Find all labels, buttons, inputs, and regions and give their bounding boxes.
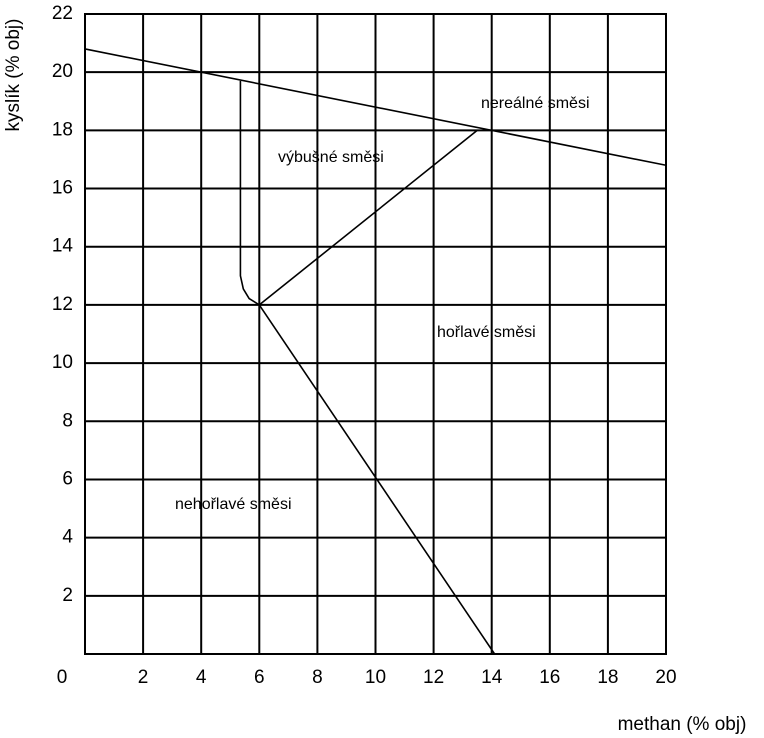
x-tick-label: 20 xyxy=(655,667,676,688)
y-tick-label: 14 xyxy=(52,236,74,257)
y-tick-label: 12 xyxy=(52,294,73,315)
x-tick-label: 14 xyxy=(481,667,503,688)
line xyxy=(239,80,260,306)
y-tick-label: 20 xyxy=(52,61,73,82)
x-tick-label: 0 xyxy=(57,667,68,688)
y-tick-label: 2 xyxy=(62,585,73,606)
x-tick-label: 2 xyxy=(138,667,149,688)
y-tick-label: 16 xyxy=(52,178,73,199)
y-tick-label: 6 xyxy=(62,468,73,489)
x-axis-label: methan (% obj) xyxy=(618,714,747,735)
y-tick-label: 4 xyxy=(62,527,73,548)
x-tick-label: 4 xyxy=(196,667,207,688)
line xyxy=(84,48,667,167)
x-tick-label: 12 xyxy=(423,667,444,688)
line xyxy=(258,129,478,306)
annotation: výbušné směsi xyxy=(278,149,384,166)
y-axis-label: kyslík (% obj) xyxy=(3,19,24,132)
x-tick-label: 10 xyxy=(365,667,386,688)
line xyxy=(258,304,496,655)
y-tick-label: 18 xyxy=(52,119,73,140)
y-tick-label: 10 xyxy=(52,352,73,373)
annotation: nehořlavé směsi xyxy=(175,496,292,513)
x-tick-label: 6 xyxy=(254,667,265,688)
annotation: nereálné směsi xyxy=(481,95,590,112)
y-tick-label: 8 xyxy=(62,410,73,431)
x-tick-label: 16 xyxy=(539,667,560,688)
x-tick-label: 8 xyxy=(312,667,323,688)
x-tick-label: 18 xyxy=(597,667,618,688)
y-tick-label: 22 xyxy=(52,3,73,24)
plot-frame xyxy=(84,13,667,655)
annotation: hořlavé směsi xyxy=(437,324,536,341)
